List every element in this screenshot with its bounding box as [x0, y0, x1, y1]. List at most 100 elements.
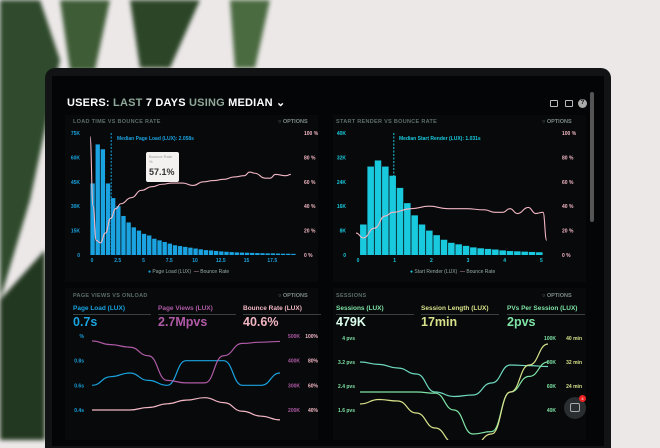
- histogram-bar: [95, 144, 100, 255]
- y2-tick-label: 100 %: [562, 131, 577, 137]
- histogram-bar: [536, 252, 543, 255]
- histogram-bar: [105, 183, 111, 255]
- histogram-bar: [265, 253, 270, 255]
- series-line: [359, 361, 549, 398]
- panel-title: SESSIONS: [336, 293, 367, 299]
- image-icon[interactable]: [565, 100, 573, 107]
- histogram-bar: [418, 224, 426, 255]
- tooltip-label: Bounce Rate %: [149, 154, 173, 164]
- options-label: OPTIONS: [546, 119, 572, 125]
- y2-tick-label: 200K: [288, 408, 300, 414]
- scrollbar[interactable]: [590, 92, 594, 222]
- y2-tick-label: 60K: [547, 384, 557, 390]
- histogram-bar: [440, 239, 448, 255]
- histogram-bar: [157, 240, 162, 255]
- y2-tick-label: 40 %: [562, 204, 574, 210]
- chat-button[interactable]: 4: [564, 395, 586, 419]
- metric-label: PVs Per Session (LUX): [507, 305, 585, 315]
- legend-label: Bounce Rate: [200, 269, 230, 275]
- y-tick-label: 8K: [340, 229, 347, 235]
- metric-pvs-per-session: PVs Per Session (LUX) 2pvs: [507, 305, 585, 329]
- histogram-bar: [499, 250, 506, 255]
- histogram-bar: [116, 206, 121, 255]
- x-tick-label: 15: [244, 258, 250, 264]
- histogram-bar: [239, 252, 245, 255]
- options-button[interactable]: ○ OPTIONS: [542, 293, 572, 299]
- median-annotation: Median Page Load (LUX): 2.058s: [117, 136, 194, 142]
- notification-badge: 4: [579, 395, 586, 402]
- histogram-bar: [528, 251, 536, 255]
- y2-tick-label: 100 %: [304, 131, 319, 137]
- x-tick-label: 0: [357, 258, 360, 264]
- histogram-bar: [234, 252, 239, 255]
- metric-label: Page Load (LUX): [73, 305, 151, 315]
- help-icon[interactable]: ?: [578, 99, 587, 108]
- metric-label: Session Length (LUX): [421, 305, 499, 315]
- histogram-bar: [374, 160, 382, 255]
- y2-tick-label: 60 %: [562, 180, 574, 186]
- y3-tick-label: 40%: [308, 408, 319, 414]
- y2-tick-label: 60 %: [304, 180, 316, 186]
- histogram-bar: [188, 247, 193, 255]
- y3-tick-label: 40 min: [566, 336, 582, 342]
- y3-tick-label: 32 min: [566, 360, 582, 366]
- y-tick-label: %: [80, 334, 85, 340]
- histogram-bar: [367, 166, 374, 255]
- metric-page-load: Page Load (LUX) 0.7s: [73, 305, 151, 329]
- y-tick-label: 0.4s: [74, 408, 84, 414]
- histogram-bar: [514, 251, 521, 255]
- histogram-bar: [214, 250, 219, 255]
- histogram-bar: [404, 203, 411, 255]
- histogram-bar: [219, 251, 224, 255]
- x-tick-label: 10: [192, 258, 198, 264]
- options-button[interactable]: ○ OPTIONS: [278, 119, 308, 125]
- y-tick-label: 3.2 pvs: [338, 360, 355, 366]
- y3-tick-label: 100%: [305, 334, 318, 340]
- options-button[interactable]: ○ OPTIONS: [278, 293, 308, 299]
- metric-bounce-rate: Bounce Rate (LUX) 40.6%: [243, 305, 321, 329]
- y-tick-label: 45K: [71, 180, 81, 186]
- panel-page-views: [65, 288, 318, 440]
- histogram-bar: [286, 253, 291, 255]
- date-range-selector[interactable]: USERS: LAST 7 DAYS USING MEDIAN ⌄: [67, 96, 285, 109]
- histogram-bar: [411, 215, 418, 255]
- metric-value: 17min: [421, 315, 458, 329]
- monitor-icon[interactable]: [550, 100, 558, 107]
- metric-sessions: Sessions (LUX) 479K: [336, 305, 414, 329]
- series-line: [359, 343, 549, 440]
- options-button[interactable]: ○ OPTIONS: [542, 119, 572, 125]
- x-tick-label: 0: [91, 258, 94, 264]
- metric-value: 479K: [336, 315, 366, 329]
- histogram-bar: [492, 249, 499, 255]
- series-line: [91, 360, 281, 386]
- metric-page-views: Page Views (LUX) 2.7Mpvs: [158, 305, 236, 329]
- series-line: [91, 340, 281, 384]
- y-tick-label: 0.8s: [74, 359, 84, 365]
- x-tick-label: 5: [540, 258, 543, 264]
- y2-tick-label: 40K: [547, 408, 557, 414]
- y2-tick-label: 100K: [544, 336, 556, 342]
- histogram-bar: [100, 149, 106, 255]
- bounce-rate-line: [89, 136, 291, 244]
- x-tick-label: 7.5: [166, 258, 173, 264]
- histogram-bar: [136, 230, 142, 255]
- histogram-bar: [111, 198, 116, 255]
- y2-tick-label: 500K: [288, 334, 300, 340]
- metric-value: 2.7Mpvs: [158, 315, 208, 329]
- y3-tick-label: 80%: [308, 359, 319, 365]
- histogram-bar: [183, 246, 188, 255]
- legend-label: Start Render (LUX): [414, 269, 458, 275]
- histogram-bar: [255, 253, 260, 255]
- panel-title: PAGE VIEWS VS ONLOAD: [73, 293, 148, 299]
- histogram-bar: [260, 253, 265, 255]
- bounce-rate-line: [355, 205, 548, 241]
- y-tick-label: 0.6s: [74, 383, 84, 389]
- histogram-bar: [360, 224, 367, 255]
- histogram-bar: [229, 252, 234, 255]
- tooltip-value: 57.1%: [149, 167, 175, 177]
- x-tick-label: 1: [393, 258, 396, 264]
- histogram-bar: [208, 250, 214, 255]
- y-tick-label: 0: [77, 253, 80, 259]
- metric-value: 0.7s: [73, 315, 98, 329]
- histogram-bar: [426, 230, 433, 255]
